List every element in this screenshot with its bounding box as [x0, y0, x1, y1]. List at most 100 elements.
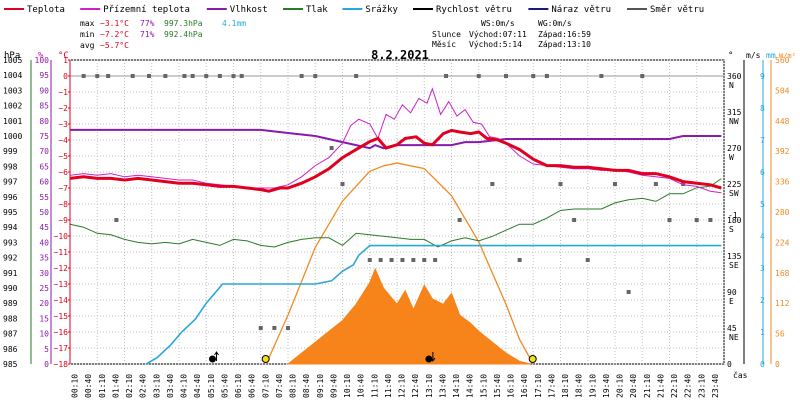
stat-avg-label: avg — [80, 41, 95, 50]
moonset-info: Západ:13:10 — [538, 40, 591, 49]
time-tick-label: 02:40 — [139, 374, 148, 398]
moonset-marker — [425, 355, 433, 363]
temperature-tick-label: −4 — [58, 136, 68, 145]
pressure-tick-label: 994 — [3, 223, 18, 232]
temperature-tick-label: −7 — [58, 184, 68, 193]
direction-tick-label: 180 — [727, 216, 742, 225]
legend-label: Vlhkost — [230, 5, 268, 15]
pressure-tick-label: 990 — [3, 284, 18, 293]
time-tick-label: 19:10 — [588, 374, 597, 398]
wind-direction-point — [558, 182, 563, 186]
theoretical-radiation-line — [265, 162, 534, 365]
direction-compass-label: SW — [729, 189, 739, 198]
humidity-tick-label: 80 — [39, 117, 49, 126]
temperature-tick-label: −5 — [58, 152, 68, 161]
stat-max-hum: 77% — [140, 19, 155, 28]
time-tick-label: 09:10 — [316, 374, 325, 398]
wind-direction-point — [626, 290, 631, 294]
humidity-tick-label: 95 — [39, 71, 49, 80]
time-tick-label: 09:40 — [329, 374, 338, 398]
time-tick-label: 15:10 — [479, 374, 488, 398]
wind-direction-point — [95, 74, 100, 78]
wind-direction-point — [653, 182, 658, 186]
humidity-tick-label: 5 — [44, 345, 49, 354]
wind-direction-point — [163, 74, 168, 78]
pressure-tick-label: 989 — [3, 299, 18, 308]
time-tick-label: 22:40 — [684, 374, 693, 398]
temperature-tick-label: 1 — [63, 56, 68, 65]
wind-direction-point — [313, 74, 318, 78]
pressure-tick-label: 1002 — [3, 102, 22, 111]
sun-tick-label: 448 — [775, 117, 790, 126]
pressure-tick-label: 1003 — [3, 86, 22, 95]
temperature-tick-label: 0 — [63, 72, 68, 81]
wind-tick-label: 3 — [760, 264, 765, 273]
temperature-tick-label: −11 — [54, 248, 69, 257]
wind-direction-point — [457, 218, 462, 222]
pressure-tick-label: 996 — [3, 193, 18, 202]
time-tick-label: 18:10 — [561, 374, 570, 398]
pressure-tick-label: 997 — [3, 178, 18, 187]
pressure-axis-title: hPa — [4, 51, 20, 61]
direction-tick-label: 225 — [727, 180, 742, 189]
pressure-tick-label: 993 — [3, 238, 18, 247]
direction-tick-label: 360 — [727, 72, 742, 81]
time-tick-label: 11:10 — [370, 374, 379, 398]
temperature-tick-label: −2 — [58, 104, 68, 113]
wind-direction-point — [585, 258, 590, 262]
wind-direction-point — [340, 182, 345, 186]
direction-tick-label: 0 — [727, 360, 732, 369]
sun-tick-label: 112 — [775, 299, 790, 308]
pressure-tick-label: 995 — [3, 208, 18, 217]
wind-direction-point — [354, 74, 359, 78]
stat-avg-temp: −5.7°C — [100, 41, 129, 50]
time-tick-label: 20:10 — [616, 374, 625, 398]
temperature-tick-label: −13 — [54, 280, 69, 289]
wind-tick-label: 0 — [760, 360, 765, 369]
direction-tick-label: 270 — [727, 144, 742, 153]
time-tick-label: 23:10 — [697, 374, 706, 398]
wind-direction-point — [490, 182, 495, 186]
wind-zero-label: -1 — [728, 211, 738, 220]
time-tick-label: 20:40 — [629, 374, 638, 398]
legend-label: Tlak — [306, 5, 328, 15]
stat-max-temp: −3.1°C — [100, 19, 129, 28]
wind-direction-point — [613, 182, 617, 186]
time-tick-label: 16:40 — [520, 374, 529, 398]
pressure-tick-label: 1004 — [3, 71, 22, 80]
time-tick-label: 08:40 — [302, 374, 311, 398]
pressure-tick-label: 987 — [3, 330, 18, 339]
wind-direction-point — [544, 74, 549, 78]
moon-info-label: Měsíc — [432, 40, 456, 49]
sun-info-label: Slunce — [432, 30, 461, 39]
time-tick-label: 11:40 — [384, 374, 393, 398]
time-tick-label: 10:10 — [343, 374, 352, 398]
time-tick-label: 17:40 — [547, 374, 556, 398]
humidity-tick-label: 15 — [39, 314, 49, 323]
time-tick-label: 10:40 — [357, 374, 366, 398]
legend-label: Teplota — [27, 5, 65, 15]
wind-direction-point — [204, 74, 209, 78]
sun-tick-label: 392 — [775, 147, 790, 156]
wind-direction-point — [147, 74, 152, 78]
wind-direction-point — [572, 218, 577, 222]
wind-speed-info: WS:0m/s — [481, 19, 515, 28]
time-tick-label: 22:10 — [670, 374, 679, 398]
time-tick-label: 14:10 — [452, 374, 461, 398]
direction-tick-label: 135 — [727, 252, 742, 261]
temperature-tick-label: −15 — [54, 312, 69, 321]
direction-tick-label: 90 — [727, 288, 737, 297]
wind-direction-point — [106, 74, 111, 78]
wind-direction-point — [114, 218, 119, 222]
wind-direction-point — [258, 326, 263, 330]
wind-direction-point — [239, 74, 244, 78]
humidity-tick-label: 55 — [39, 193, 49, 202]
sun-tick-label: 56 — [775, 330, 785, 339]
wind-direction-point — [411, 258, 416, 262]
direction-compass-label: W — [729, 153, 734, 162]
wind-direction-point — [444, 74, 449, 78]
temperature-tick-label: −18 — [54, 360, 69, 369]
time-tick-label: 00:40 — [84, 374, 93, 398]
stat-min-temp: −7.2°C — [100, 30, 129, 39]
